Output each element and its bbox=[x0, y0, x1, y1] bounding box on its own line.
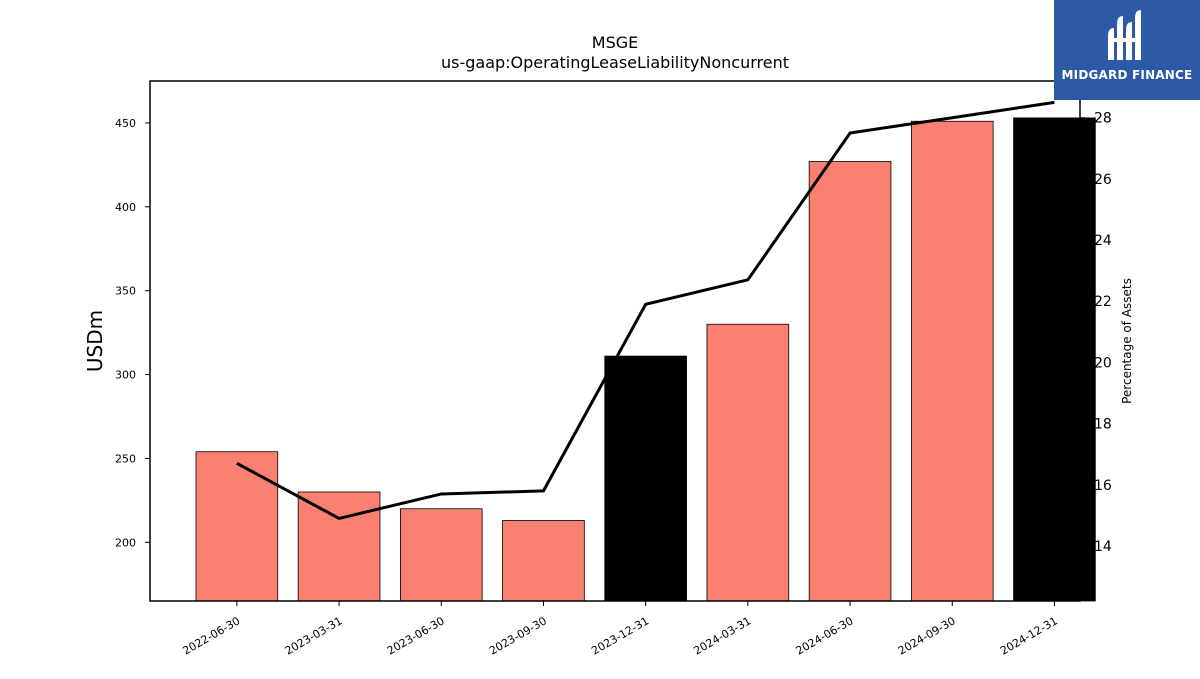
bar-2022-06-30 bbox=[195, 451, 279, 602]
y2-axis-label: Percentage of Assets bbox=[1120, 278, 1134, 404]
y2-tick-label: 14 bbox=[1094, 539, 1112, 555]
y-tick-label: 200 bbox=[115, 536, 136, 549]
line-group bbox=[236, 100, 1055, 521]
y2-tick-label: 16 bbox=[1094, 478, 1112, 494]
x-tick-label: 2024-03-31 bbox=[691, 614, 753, 657]
y-axis-ticks: 200 250 300 350 400 450 bbox=[115, 117, 150, 549]
x-tick-label: 2022-06-30 bbox=[180, 614, 242, 657]
bar-2023-06-30 bbox=[399, 508, 483, 602]
x-tick-label: 2024-06-30 bbox=[794, 614, 856, 657]
x-axis-ticks: 2022-06-30 2023-03-31 2023-06-30 2023-09-30… bbox=[180, 601, 1060, 658]
chart-title: MSGE bbox=[592, 33, 638, 52]
y2-tick-label: 22 bbox=[1094, 294, 1112, 310]
x-tick-label: 2023-12-31 bbox=[589, 614, 651, 657]
bars-group bbox=[195, 117, 1096, 602]
logo: MIDGARD FINANCE bbox=[1054, 0, 1200, 100]
x-tick-label: 2023-03-31 bbox=[283, 614, 345, 657]
bar-2023-03-31 bbox=[297, 491, 381, 602]
x-tick-label: 2023-06-30 bbox=[385, 614, 447, 657]
y-tick-label: 450 bbox=[115, 117, 136, 130]
y2-tick-label: 28 bbox=[1094, 111, 1112, 127]
bar-2024-06-30 bbox=[808, 161, 892, 602]
bar-2024-12-31 bbox=[1013, 117, 1096, 602]
midgard-logo-icon bbox=[1108, 10, 1141, 60]
x-tick-label: 2023-09-30 bbox=[487, 614, 549, 657]
chart-subtitle: us-gaap:OperatingLeaseLiabilityNoncurren… bbox=[441, 53, 789, 72]
y-tick-label: 400 bbox=[115, 201, 136, 214]
y-tick-label: 250 bbox=[115, 452, 136, 465]
bar-2024-09-30 bbox=[910, 120, 994, 602]
y-tick-label: 350 bbox=[115, 285, 136, 298]
y2-tick-label: 18 bbox=[1094, 417, 1112, 433]
plot-frame bbox=[149, 80, 1081, 602]
x-tick-label: 2024-09-30 bbox=[896, 614, 958, 657]
y2-tick-label: 24 bbox=[1094, 233, 1112, 249]
y2-tick-label: 20 bbox=[1094, 355, 1112, 371]
y-tick-label: 300 bbox=[115, 369, 136, 382]
bar-2023-12-31 bbox=[604, 355, 687, 602]
y-axis-label: USDm bbox=[83, 310, 107, 372]
bar-2023-09-30 bbox=[502, 520, 585, 602]
y2-tick-label: 26 bbox=[1094, 172, 1112, 188]
logo-text: MIDGARD FINANCE bbox=[1061, 68, 1193, 82]
bar-2024-03-31 bbox=[706, 323, 790, 602]
y2-axis-ticks: 14 16 18 20 22 24 26 28 bbox=[1080, 111, 1112, 555]
x-tick-label: 2024-12-31 bbox=[998, 614, 1060, 657]
percentage-line bbox=[236, 100, 1055, 521]
